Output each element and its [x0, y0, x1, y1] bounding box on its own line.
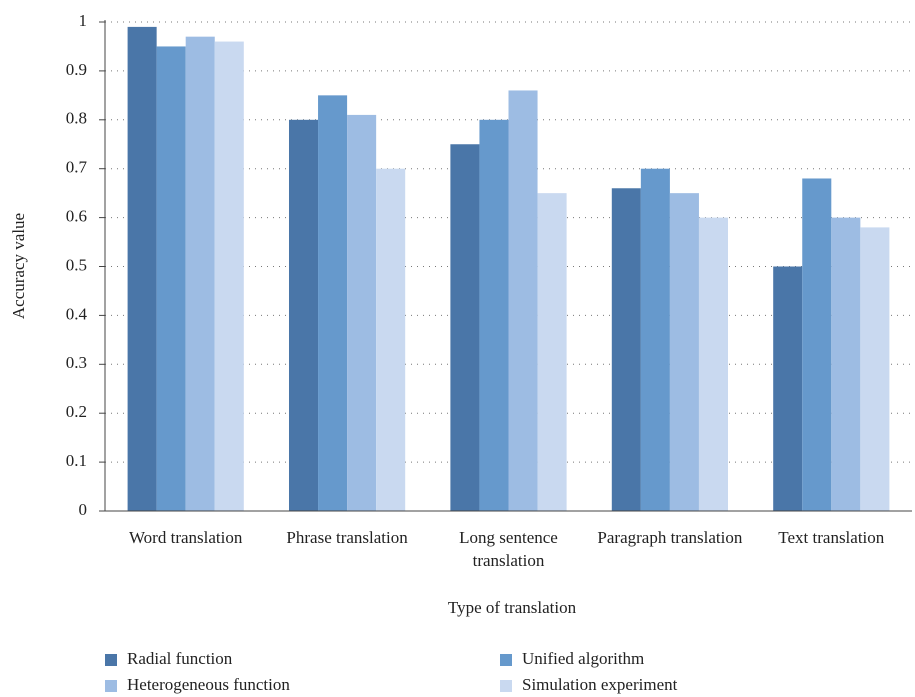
bar — [376, 168, 406, 511]
bar — [127, 26, 157, 511]
bar — [802, 178, 832, 512]
y-tick-label: 0.5 — [66, 255, 87, 274]
bar — [156, 46, 186, 511]
legend-swatch — [500, 680, 512, 692]
bar — [508, 90, 538, 512]
x-tick-label: Long sentence translation — [459, 528, 558, 570]
bar — [611, 188, 641, 511]
bar — [347, 114, 377, 511]
bar — [698, 217, 729, 511]
bar — [214, 41, 244, 512]
y-tick-label: 0.7 — [66, 158, 88, 177]
x-tick-label: Paragraph translation — [597, 528, 743, 547]
bar — [318, 95, 348, 511]
y-axis-label: Accuracy value — [9, 213, 28, 319]
y-tick-label: 0.1 — [66, 451, 87, 470]
bar — [479, 119, 509, 512]
bar — [640, 168, 670, 511]
bar — [773, 266, 803, 511]
y-tick-label: 0.6 — [66, 207, 87, 226]
y-tick-label: 0.9 — [66, 60, 87, 79]
x-tick-label: Text translation — [778, 528, 885, 547]
y-tick-label: 1 — [79, 11, 88, 30]
bar — [450, 144, 480, 511]
y-tick-label: 0.4 — [66, 304, 88, 323]
legend-swatch — [105, 680, 117, 692]
bar — [537, 193, 567, 511]
x-tick-label: Word translation — [129, 528, 243, 547]
x-tick-label: Phrase translation — [286, 528, 408, 547]
bar — [831, 217, 861, 511]
y-tick-label: 0.8 — [66, 109, 87, 128]
legend-label: Simulation experiment — [522, 675, 678, 694]
legend-label: Radial function — [127, 649, 233, 668]
x-axis-label: Type of translation — [448, 598, 577, 617]
bar — [185, 36, 215, 512]
bar — [288, 119, 319, 512]
bar — [669, 193, 699, 511]
y-tick-label: 0.3 — [66, 353, 87, 372]
legend-swatch — [500, 654, 512, 666]
legend-label: Heterogeneous function — [127, 675, 290, 694]
y-tick-label: 0 — [79, 500, 88, 519]
legend-swatch — [105, 654, 117, 666]
bar — [860, 227, 890, 511]
y-tick-label: 0.2 — [66, 402, 87, 421]
legend-label: Unified algorithm — [522, 649, 644, 668]
